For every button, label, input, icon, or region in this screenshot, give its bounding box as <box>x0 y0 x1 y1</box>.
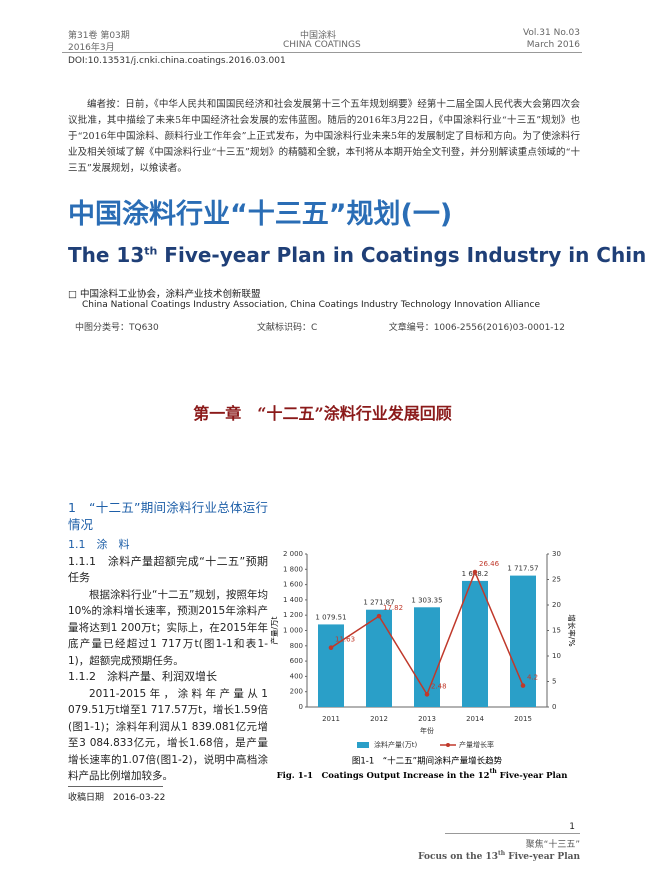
y-tick-label: 600 <box>290 657 303 665</box>
figure-caption-cn: 图1-1 “十二五”期间涂料产量增长趋势 <box>352 756 503 767</box>
y-tick-label: 400 <box>290 672 303 680</box>
y2-tick-label: 25 <box>552 576 561 584</box>
line-value-label: 26.46 <box>479 560 500 568</box>
authors-cn-text: 中国涂料工业协会，涂料产业技术创新联盟 <box>80 289 261 300</box>
footer-rule <box>445 833 580 834</box>
caption-part: th <box>490 768 498 775</box>
y2-tick-label: 30 <box>552 550 561 558</box>
y-tick-label: 800 <box>290 642 303 650</box>
line-point <box>520 683 526 688</box>
line-point <box>424 692 430 697</box>
line-point <box>328 645 334 650</box>
y2-tick-label: 15 <box>552 627 561 635</box>
y2-tick-label: 0 <box>552 703 556 711</box>
subsubsection-heading: 1.1.2 涂料产量、利润双增长 <box>68 670 217 683</box>
line-value-label: 4.2 <box>527 674 538 682</box>
bar-value-label: 1 303.35 <box>411 596 442 604</box>
caption-part: Fig. 1-1 Coatings Output Increase in the… <box>277 771 490 781</box>
journal-cn: 中国涂料 <box>300 31 337 41</box>
paragraph: 根据涂料行业“十二五”规划，按照年均10%的涂料增长速率，预测2015年涂料产量… <box>68 588 268 667</box>
y-tick-label: 200 <box>290 688 303 696</box>
line-value-label: 2.48 <box>431 682 447 690</box>
title-en-part: The 13 <box>68 243 145 267</box>
editor-note: 编者按：日前，《中华人民共和国国民经济和社会发展第十三个五年规划纲要》经第十二届… <box>68 99 580 174</box>
legend-label: 涂料产量(万t) <box>374 740 417 749</box>
body-column: 1 “十二五”期间涂料行业总体运行情况 1.1 涂 料 1.1.1 涂料产量超额… <box>68 500 268 785</box>
paragraph: 2011-2015年，涂料年产量从1 079.51万t增至1 717.57万t，… <box>68 687 268 783</box>
x-tick-label: 2013 <box>418 715 436 723</box>
footer-en-part: Five-year Plan <box>505 852 580 862</box>
legend-label: 产量增长率 <box>459 740 494 749</box>
bar-value-label: 1 079.51 <box>315 613 346 621</box>
title-cn: 中国涂料行业“十三五”规划(一) <box>68 199 453 230</box>
footer-en-part: Focus on the 13 <box>418 852 498 862</box>
footer-column-cn: 聚焦“十三五” <box>525 840 580 850</box>
y2-tick-label: 10 <box>552 652 561 660</box>
legend-swatch <box>357 742 369 748</box>
caption-part: Five-year Plan <box>497 771 568 781</box>
footer-column-en: Focus on the 13th Five-year Plan <box>418 850 580 862</box>
doi: DOI:10.13531/j.cnki.china.coatings.2016.… <box>68 56 286 66</box>
x-tick-label: 2012 <box>370 715 388 723</box>
x-tick-label: 2015 <box>514 715 532 723</box>
footnote-rule <box>68 786 163 787</box>
header-rule <box>62 52 582 53</box>
figure-caption-en: Fig. 1-1 Coatings Output Increase in the… <box>277 768 568 781</box>
y-tick-label: 1 800 <box>283 565 303 573</box>
footer-en-sup: th <box>498 850 506 857</box>
journal-en: CHINA COATINGS <box>283 40 361 50</box>
subsection-heading: 1.1 涂 料 <box>68 538 130 551</box>
y-tick-label: 1 200 <box>283 611 303 619</box>
authors-cn: □ 中国涂料工业协会，涂料产业技术创新联盟 <box>68 289 261 300</box>
authors-en: China National Coatings Industry Associa… <box>82 300 540 310</box>
volume: 第31卷 第03期 <box>68 31 130 41</box>
bar <box>318 624 344 707</box>
bar <box>366 609 392 707</box>
clc: 中图分类号：TQ630 <box>75 323 159 333</box>
chapter-heading: 第一章 “十二五”涂料行业发展回顾 <box>193 404 452 423</box>
date-en: March 2016 <box>526 40 580 50</box>
page-number: 1 <box>569 822 575 832</box>
volume-en: Vol.31 No.03 <box>522 28 580 38</box>
y-tick-label: 1 000 <box>283 627 303 635</box>
y-tick-label: 1 400 <box>283 596 303 604</box>
bar-value-label: 1 717.57 <box>507 565 538 573</box>
title-en: The 13th Five-year Plan in Coatings Indu… <box>68 243 645 267</box>
x-axis-title: 年份 <box>420 726 434 735</box>
y-tick-label: 2 000 <box>283 550 303 558</box>
y2-axis-title: 增长率/% <box>567 614 577 646</box>
line-point <box>472 569 478 575</box>
issue-date: 2016年3月 <box>68 43 115 53</box>
line-value-label: 11.63 <box>335 636 355 644</box>
bar <box>414 607 440 707</box>
y2-tick-label: 20 <box>552 601 561 609</box>
x-tick-label: 2014 <box>466 715 484 723</box>
article-no: 文章编号：1006-2556(2016)03-0001-12 <box>388 323 565 333</box>
y-axis-title: 产量/万t <box>269 616 279 644</box>
section-heading: 1 “十二五”期间涂料行业总体运行情况 <box>68 500 268 532</box>
x-tick-label: 2011 <box>322 715 340 723</box>
bar-value-label: 1 271.87 <box>363 599 394 607</box>
y-tick-label: 0 <box>299 703 303 711</box>
line-point <box>376 613 382 619</box>
y-tick-label: 1 600 <box>283 581 303 589</box>
received-date: 收稿日期 2016-03-22 <box>68 793 166 803</box>
legend-swatch-point <box>446 743 450 747</box>
title-en-part: Five-year Plan in Coatings Industry in C… <box>157 243 645 267</box>
doc-code: 文献标识码：C <box>257 323 318 333</box>
subsubsection-heading: 1.1.1 涂料产量超额完成“十二五”预期任务 <box>68 554 268 585</box>
y2-tick-label: 5 <box>552 678 556 686</box>
line-value-label: 17.82 <box>383 604 403 612</box>
bar <box>462 580 488 707</box>
title-en-sup: th <box>144 244 158 258</box>
